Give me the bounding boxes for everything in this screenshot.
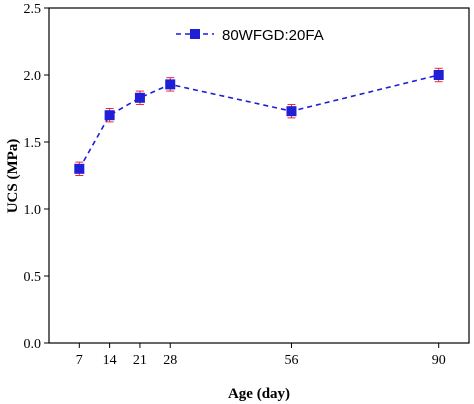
y-tick-label: 0.5 (24, 270, 42, 285)
y-tick-label: 0.0 (24, 337, 42, 352)
x-tick-label: 21 (133, 353, 147, 368)
legend: 80WFGD:20FA (176, 27, 324, 44)
data-point (134, 92, 145, 103)
x-tick-label: 14 (103, 353, 117, 368)
x-tick-label: 56 (284, 353, 298, 368)
x-tick-label: 90 (432, 353, 446, 368)
data-point (433, 70, 444, 80)
y-tick-label: 1.0 (24, 203, 42, 218)
x-tick-label: 28 (163, 353, 177, 368)
data-point (165, 79, 176, 90)
series-line (78, 74, 439, 170)
y-axis: 0.0 0.5 1.0 1.5 2.0 2.5 (24, 2, 49, 352)
plot-frame (48, 7, 470, 344)
y-tick-label: 1.5 (24, 136, 42, 151)
y-tick-label: 2.0 (24, 69, 42, 84)
data-point (104, 110, 115, 121)
y-tick-label: 2.5 (24, 2, 42, 17)
legend-label: 80WFGD:20FA (222, 27, 324, 44)
y-axis-title: UCS (MPa) (5, 139, 21, 214)
x-tick-label: 7 (76, 353, 83, 368)
legend-marker (190, 29, 200, 39)
data-point (286, 106, 297, 117)
series-layer (74, 67, 444, 176)
x-axis-title: Age (day) (228, 386, 290, 402)
data-point (74, 163, 85, 174)
x-axis: 7 14 21 28 56 90 (76, 343, 446, 368)
